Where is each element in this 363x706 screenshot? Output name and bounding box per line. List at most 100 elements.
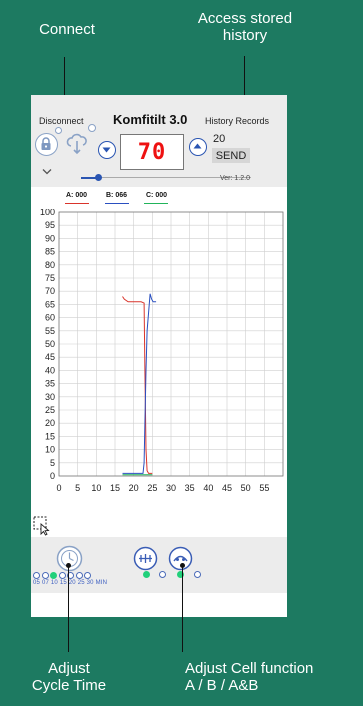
y-tick-label: 80 [45,260,55,270]
callout-cell-dot [180,563,185,568]
legend-b: B: 066 [106,192,128,199]
time-slider[interactable] [81,174,251,182]
control-bar: 05 07 10 15 20 25 30 MIN [31,537,287,593]
chevron-down-icon[interactable] [42,168,52,176]
callout-cell: Adjust Cell function A / B / A&B [185,660,363,694]
y-tick-label: 40 [45,365,55,375]
disconnect-link[interactable]: Disconnect [39,116,84,126]
y-tick-label: 15 [45,431,55,441]
x-tick-label: 50 [241,483,251,493]
y-tick-label: 25 [45,405,55,415]
callout-connect-line [64,57,65,115]
lock-button[interactable] [35,133,58,156]
lock-indicator [55,127,62,134]
triangle-up-icon [193,143,202,149]
cycle-dial-icon [56,545,83,572]
setpoint-value: 20 [213,133,226,145]
cycle-dial[interactable] [56,545,83,572]
callout-history-line1: Access stored [197,10,293,27]
send-button[interactable]: SEND [212,148,250,163]
cell-mode-button[interactable] [168,546,193,571]
y-tick-label: 70 [45,286,55,296]
y-tick-label: 100 [40,209,55,217]
callout-history: Access stored history [175,10,315,44]
callout-cycle-dot [66,563,71,568]
app-screen: Disconnect Komfitilt 3.0 History Records [31,95,287,617]
plot-frame [58,211,284,477]
series-line-a [122,296,153,474]
slider-track [81,177,251,178]
value-display-digits: 70 [137,140,167,165]
cell-function-option[interactable] [177,571,184,578]
callout-cycle-line [68,566,69,652]
cycle-option[interactable] [58,572,66,579]
x-tick-label: 55 [259,483,269,493]
history-chart: 1009590858075706560555045403530252015105… [40,209,284,493]
x-tick-label: 5 [75,483,80,493]
cycle-option[interactable] [50,572,57,579]
connect-button[interactable] [64,131,90,157]
slider-thumb[interactable] [94,174,102,181]
y-tick-label: 95 [45,220,55,230]
callout-cycle-line2: Cycle Time [31,677,107,694]
history-records-link[interactable]: History Records [205,116,270,126]
cell-function-option[interactable] [194,571,201,578]
cell-function-option[interactable] [143,571,150,578]
y-tick-label: 30 [45,392,55,402]
cell-function-option[interactable] [159,571,166,578]
y-tick-label: 45 [45,352,55,362]
y-tick-label: 65 [45,299,55,309]
value-display: 70 [120,134,184,170]
callout-history-line2: history [222,27,268,44]
callout-cycle-line1: Adjust [48,660,90,677]
y-tick-label: 10 [45,445,55,455]
y-tick-label: 60 [45,313,55,323]
x-tick-label: 35 [185,483,195,493]
x-tick-label: 40 [203,483,213,493]
callout-cell-line2: A / B / A&B [185,677,259,694]
x-tick-label: 0 [56,483,61,493]
cycle-option[interactable] [67,572,74,579]
decrease-button[interactable] [98,141,116,159]
y-tick-label: 85 [45,247,55,257]
connect-indicator [88,124,96,132]
callout-connect: Connect [39,21,95,38]
legend-a: A: 000 [66,192,88,199]
x-tick-label: 15 [110,483,120,493]
triangle-down-icon [102,147,111,153]
callout-history-line [244,56,245,114]
y-tick-label: 75 [45,273,55,283]
y-tick-label: 35 [45,379,55,389]
series-line-b [122,293,157,474]
x-tick-label: 10 [91,483,101,493]
lock-icon [41,137,51,150]
legend-a-swatch [65,203,89,204]
x-tick-label: 30 [166,483,176,493]
y-tick-label: 20 [45,418,55,428]
legend-c-swatch [144,203,168,204]
legend-c: C: 000 [146,192,168,199]
cell-function-icon [133,546,158,571]
app-title: Komfitilt 3.0 [113,112,188,127]
y-tick-label: 90 [45,233,55,243]
cell-function-button[interactable] [133,546,158,571]
version-label: Ver: 1.2.0 [220,175,250,182]
cycle-option[interactable] [41,572,49,579]
callout-cell-line1: Adjust Cell function [185,660,314,677]
cloud-connect-icon [66,133,87,155]
increase-button[interactable] [189,138,207,156]
y-tick-label: 0 [50,471,55,481]
cell-mode-icon [168,546,193,571]
cycle-option[interactable] [75,572,83,579]
legend-b-swatch [105,203,129,204]
y-tick-label: 5 [50,458,55,468]
cycle-option[interactable] [84,572,91,579]
callout-cell-line [182,566,183,652]
cycle-option[interactable] [33,572,40,579]
app-header: Disconnect Komfitilt 3.0 History Records [31,95,287,187]
slider-fill [81,176,98,179]
x-tick-label: 45 [222,483,232,493]
y-tick-label: 55 [45,326,55,336]
selection-cursor-icon[interactable] [33,516,53,536]
callout-cycle: Adjust Cycle Time [10,660,128,694]
